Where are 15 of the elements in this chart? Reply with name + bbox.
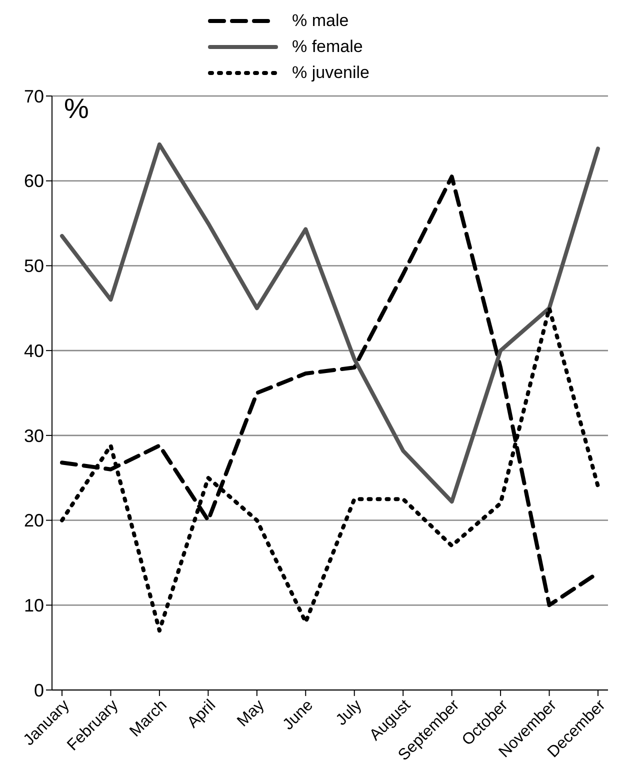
legend-label: % male	[292, 11, 349, 31]
y-tick-label: 10	[24, 596, 44, 616]
y-tick-label: 40	[24, 340, 44, 361]
line-series	[60, 142, 600, 504]
y-tick-label: 0	[34, 680, 44, 700]
legend-label: % female	[292, 37, 363, 57]
y-tick-label: 50	[24, 256, 44, 276]
y-axis-title: %	[64, 93, 89, 124]
y-tick-label: 20	[24, 510, 44, 531]
y-tick-label: 70	[24, 86, 44, 106]
legend-label: % juvenile	[292, 63, 370, 83]
x-tick-label: May	[234, 696, 268, 730]
x-tick-label: July	[333, 696, 366, 729]
y-tick-label: 60	[24, 171, 44, 192]
y-tick-label: 30	[24, 426, 44, 446]
